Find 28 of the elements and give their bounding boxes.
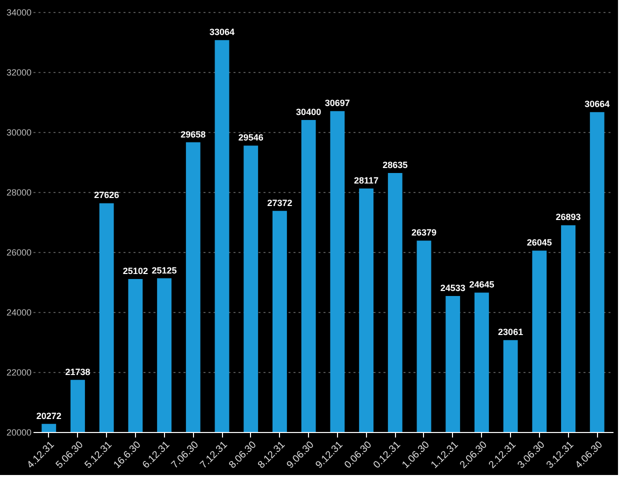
data-label: 27372 — [267, 198, 292, 208]
data-label: 25102 — [122, 266, 148, 276]
data-label: 33064 — [209, 27, 235, 38]
data-label: 24645 — [469, 280, 494, 290]
data-label: 30664 — [584, 99, 610, 110]
data-label: 28635 — [382, 160, 408, 170]
data-label: 26379 — [411, 228, 437, 238]
data-label: 29546 — [238, 132, 264, 143]
y-tick-label: 20000 — [6, 428, 32, 438]
y-tick-label: 28000 — [6, 188, 32, 198]
y-tick-label: 26000 — [6, 248, 32, 258]
y-tick-label: 34000 — [6, 8, 32, 18]
data-label: 30697 — [324, 98, 350, 108]
y-tick-label: 22000 — [6, 368, 32, 378]
data-label: 21738 — [65, 366, 90, 377]
data-label: 20272 — [36, 410, 62, 421]
y-tick-label: 30000 — [6, 128, 32, 138]
data-label: 26045 — [526, 238, 552, 248]
data-label: 28117 — [354, 175, 379, 186]
data-label: 25125 — [152, 265, 177, 276]
data-label: 30400 — [296, 107, 322, 117]
data-label: 23061 — [498, 327, 524, 338]
data-label: 26893 — [556, 212, 581, 222]
data-label: 29658 — [180, 129, 206, 140]
y-tick-label: 32000 — [6, 68, 32, 78]
data-label: 27626 — [94, 190, 120, 200]
y-tick-label: 24000 — [6, 308, 32, 318]
data-label: 24533 — [440, 283, 466, 294]
